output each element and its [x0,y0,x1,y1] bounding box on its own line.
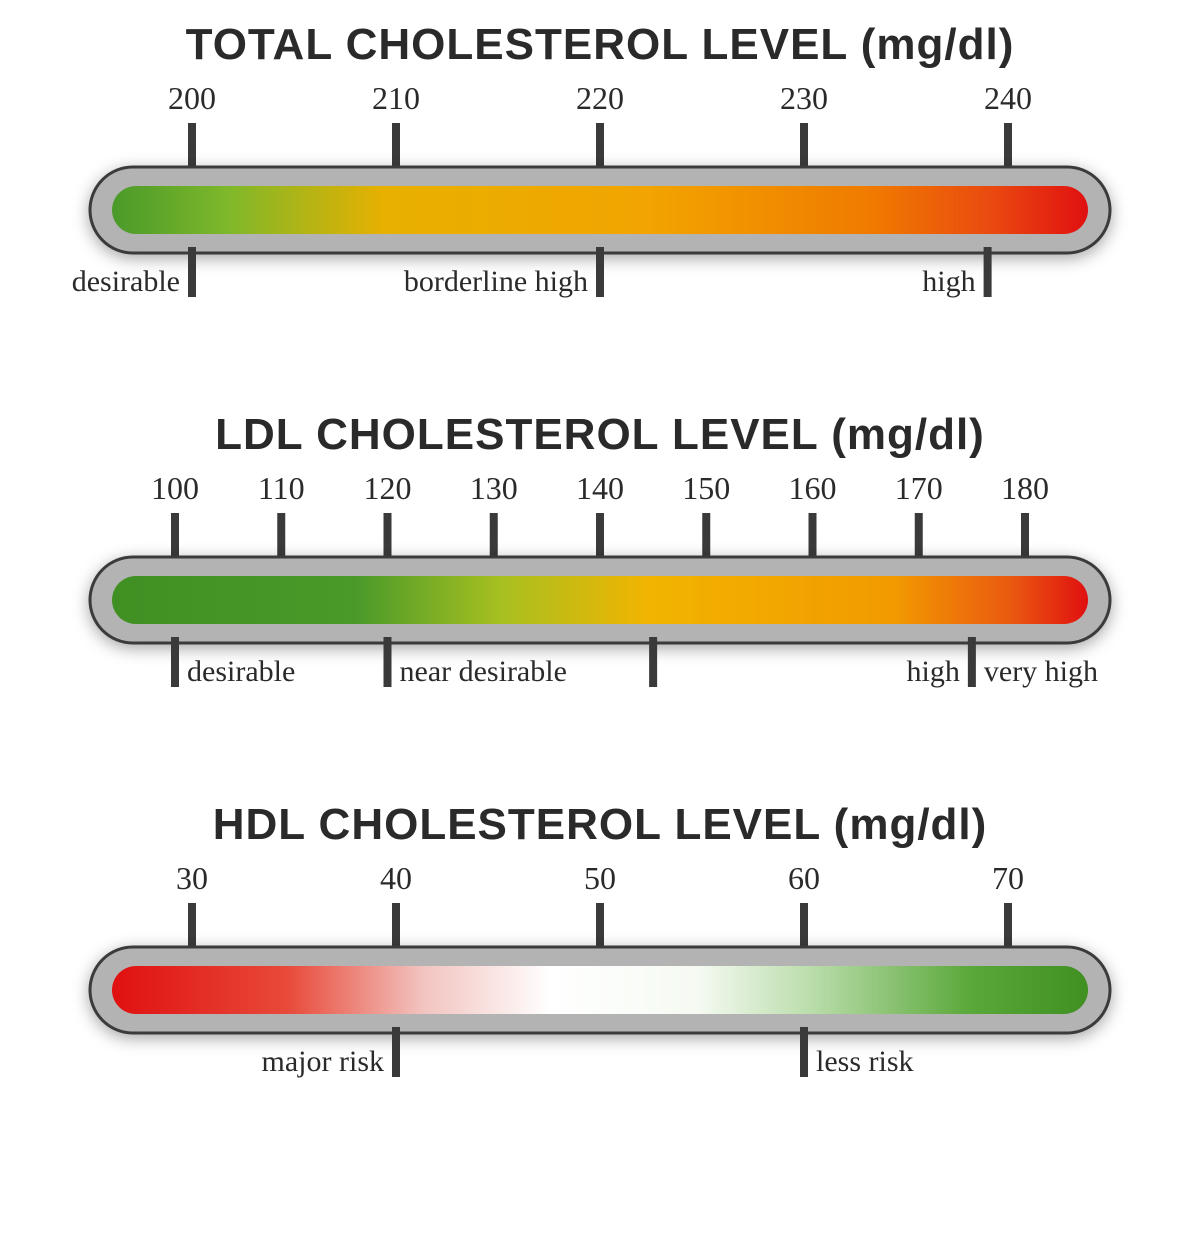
tick-label: 150 [682,470,730,506]
gauge-hdl: HDL CHOLESTEROL LEVEL (mg/dl) 30 40 50 60 70 m… [60,800,1140,1130]
tick-label: 70 [992,860,1024,896]
zone-label: major risk [262,1045,384,1078]
tick-label: 240 [984,80,1032,116]
tick-label: 180 [1001,470,1049,506]
gauge-ldl: LDL CHOLESTEROL LEVEL (mg/dl) 100 110 120 13… [60,410,1140,740]
zone-label: desirable [187,655,295,688]
tick-label: 170 [895,470,943,506]
page: TOTAL CHOLESTEROL LEVEL (mg/dl) 200 210 220… [0,0,1200,1230]
tick-label: 220 [576,80,624,116]
gauge-fill [112,576,1088,624]
zone-label: borderline high [404,265,588,298]
zone-label: less risk [816,1045,914,1078]
tick-label: 160 [789,470,837,506]
tick-label: 140 [576,470,624,506]
tick-label: 120 [364,470,412,506]
tick-label: 200 [168,80,216,116]
gauge-svg-hdl: 30 40 50 60 70 major risk less risk [60,850,1140,1130]
gauge-title-total: TOTAL CHOLESTEROL LEVEL (mg/dl) [60,20,1140,70]
zone-label: near desirable [400,655,567,688]
tick-label: 40 [380,860,412,896]
zone-label: high [907,655,960,688]
tick-label: 50 [584,860,616,896]
tick-label: 210 [372,80,420,116]
tick-label: 60 [788,860,820,896]
tick-label: 130 [470,470,518,506]
tick-label: 110 [258,470,305,506]
gauge-fill [112,966,1088,1014]
gauge-title-ldl: LDL CHOLESTEROL LEVEL (mg/dl) [60,410,1140,460]
gauge-title-hdl: HDL CHOLESTEROL LEVEL (mg/dl) [60,800,1140,850]
gauge-total: TOTAL CHOLESTEROL LEVEL (mg/dl) 200 210 220… [60,20,1140,350]
tick-label: 100 [151,470,199,506]
zone-label: desirable [72,265,180,298]
tick-label: 230 [780,80,828,116]
gauge-svg-ldl: 100 110 120 130 140 150 160 170 180 desirable near… [60,460,1140,740]
zone-label: high [922,265,975,298]
gauge-fill [112,186,1088,234]
gauge-svg-total: 200 210 220 230 240 desirable borderline high h… [60,70,1140,350]
tick-label: 30 [176,860,208,896]
zone-label: very high [984,655,1098,688]
